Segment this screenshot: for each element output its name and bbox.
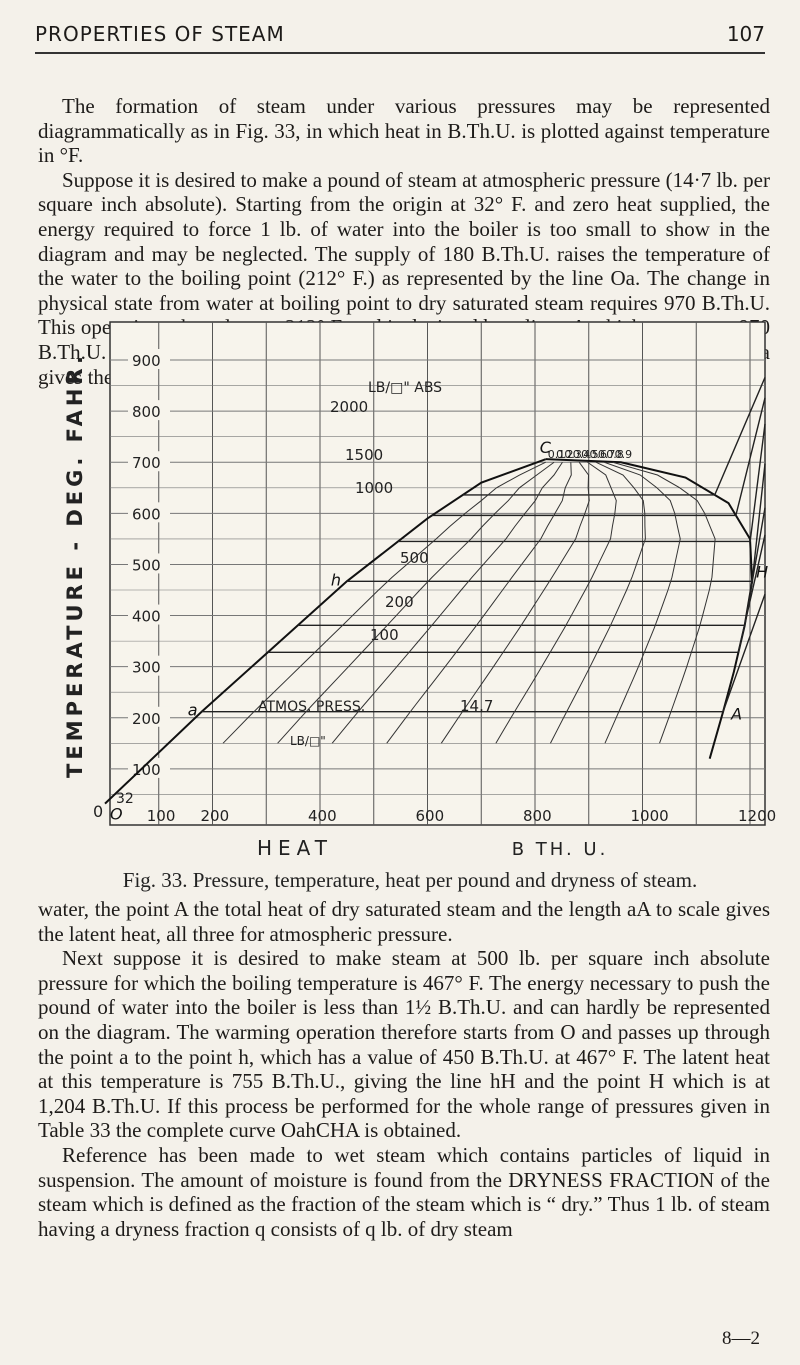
label-bg xyxy=(128,400,170,421)
point-label: C xyxy=(540,438,552,457)
pressure-label: 2000 xyxy=(330,398,368,416)
x-tick-label: 600 xyxy=(416,807,445,825)
point-label: h xyxy=(331,570,341,589)
x-tick-label: 800 xyxy=(523,807,552,825)
x-tick-label: 1200 xyxy=(738,807,776,825)
page-number: 107 xyxy=(726,22,765,46)
label-bg xyxy=(128,706,170,727)
paragraph: The formation of steam under various pre… xyxy=(38,94,770,168)
x-tick-label: 100 xyxy=(147,807,176,825)
abs-label: LB/□" ABS xyxy=(368,380,442,396)
y-tick-label: 400 xyxy=(132,608,161,626)
y-axis-label: TEMPERATURE - DEG. FAHR. xyxy=(63,352,87,778)
dryness-line xyxy=(549,461,646,744)
liquid-line xyxy=(104,458,547,805)
dryness-line xyxy=(612,461,716,744)
pressure-line xyxy=(346,463,766,583)
x-tick-label: 1000 xyxy=(631,807,669,825)
x-axis-label: HEAT xyxy=(257,836,333,860)
dryness-label: 0.3 xyxy=(564,448,582,461)
pressure-line xyxy=(432,397,766,517)
label-bg xyxy=(128,349,170,370)
y-tick-label: 200 xyxy=(132,710,161,728)
point-label: a xyxy=(188,701,198,720)
x-axis-unit: B TH. U. xyxy=(512,839,609,860)
label-bg xyxy=(128,655,170,676)
y-tick-label: 100 xyxy=(132,761,161,779)
pressure-line xyxy=(201,593,766,713)
y-tick-label: 500 xyxy=(132,556,161,574)
pressure-label: 14.7 xyxy=(460,697,493,715)
dryness-label: 0.1 xyxy=(548,448,566,461)
dryness-line xyxy=(277,461,555,744)
running-header: PROPERTIES OF STEAM 107 xyxy=(35,10,765,54)
label-bg xyxy=(128,553,170,574)
dryness-line xyxy=(604,461,681,744)
figure: TEMPERATURE - DEG. FAHR. HEAT B TH. U. F… xyxy=(63,321,776,892)
y-tick-label: 800 xyxy=(132,403,161,421)
paragraph: water, the point A the total heat of dry… xyxy=(38,897,770,946)
y-tick-label: 600 xyxy=(132,505,161,523)
label-bg xyxy=(128,604,170,625)
y-tick-label: 900 xyxy=(132,352,161,370)
point-label: H xyxy=(756,562,768,581)
atmos-label: ATMOS. PRESS. xyxy=(258,699,365,715)
pressure-line xyxy=(267,534,766,654)
unit-label: LB/□" xyxy=(290,734,326,748)
origin-temp: 32 xyxy=(116,791,134,807)
label-bg xyxy=(128,451,170,472)
dryness-line xyxy=(331,461,563,744)
pressure-label: 100 xyxy=(370,626,399,644)
pressure-line xyxy=(297,507,766,626)
dryness-label: 0.6 xyxy=(590,448,608,461)
y-tick-label: 700 xyxy=(132,454,161,472)
dryness-line xyxy=(495,461,617,744)
point-label: A xyxy=(730,705,742,724)
pressure-line xyxy=(462,377,766,496)
pressure-label: 500 xyxy=(400,549,429,567)
footer-signature: 8—2 xyxy=(722,1328,760,1349)
figure-caption: Fig. 33. Pressure, temperature, heat per… xyxy=(123,868,697,892)
dryness-label: 0.7 xyxy=(598,448,616,461)
dryness-label: 0.4 xyxy=(573,448,591,461)
pressure-label: 1000 xyxy=(355,479,393,497)
dryness-line xyxy=(440,461,590,744)
paragraph: Reference has been made to wet steam whi… xyxy=(38,1142,770,1241)
paragraph: Next suppose it is desired to make steam… xyxy=(38,946,770,1143)
header-title: PROPERTIES OF STEAM xyxy=(35,22,285,46)
plot-frame xyxy=(109,321,766,826)
point-label: O xyxy=(110,805,123,824)
dryness-label: 0.2 xyxy=(556,448,574,461)
saturation-line xyxy=(545,458,754,759)
dryness-label: 0.9 xyxy=(615,448,633,461)
pressure-line xyxy=(398,423,766,543)
y-tick-label: 300 xyxy=(132,659,161,677)
pressure-label: 1500 xyxy=(345,446,383,464)
dryness-line xyxy=(222,461,546,744)
dryness-line xyxy=(386,462,572,744)
label-bg xyxy=(128,502,170,523)
origin-label: 0 xyxy=(93,802,103,821)
dryness-label: 0.8 xyxy=(606,448,624,461)
x-tick-label: 200 xyxy=(201,807,230,825)
dryness-label: 0.5 xyxy=(581,448,599,461)
x-tick-label: 400 xyxy=(308,807,337,825)
text-bottom: water, the point A the total heat of dry… xyxy=(38,897,770,1241)
pressure-label: 200 xyxy=(385,593,414,611)
